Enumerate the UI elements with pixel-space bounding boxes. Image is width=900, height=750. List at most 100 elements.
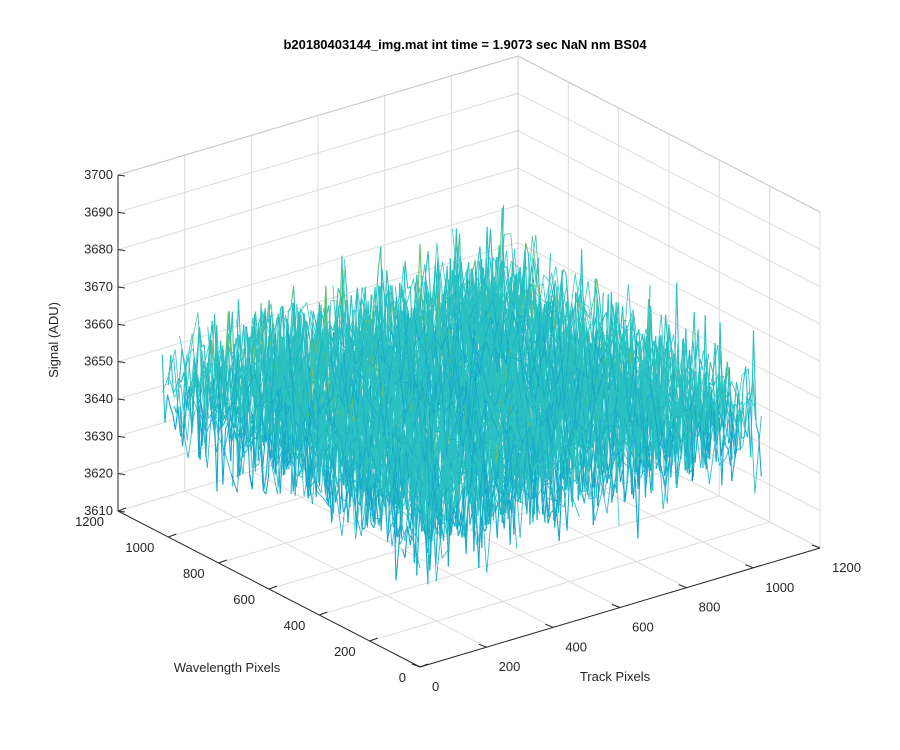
- surface-segment: [214, 396, 219, 433]
- surface-segment: [238, 376, 243, 413]
- surface-segment: [385, 406, 390, 421]
- surface-segment: [180, 371, 185, 383]
- surface-segment: [216, 324, 220, 371]
- surface-segment: [579, 332, 583, 384]
- surface-segment: [362, 527, 366, 530]
- surface-segment: [335, 370, 339, 398]
- surface-segment: [593, 278, 598, 313]
- surface-segment: [325, 473, 329, 506]
- surface-segment: [347, 486, 352, 523]
- surface-segment: [375, 270, 379, 308]
- surface-segment: [170, 355, 174, 394]
- surface-segment: [390, 300, 395, 324]
- surface-segment: [223, 417, 227, 425]
- surface-segment: [619, 306, 624, 340]
- surface-segment: [374, 437, 379, 525]
- surface-segment: [204, 362, 208, 404]
- surface-segment: [496, 282, 500, 299]
- surface-segment: [319, 451, 324, 475]
- surface-segment: [323, 432, 328, 456]
- surface-segment: [605, 355, 609, 423]
- surface-segment: [579, 322, 584, 331]
- surface-segment: [448, 325, 452, 368]
- surface-segment: [598, 295, 603, 325]
- surface-segment: [385, 294, 390, 346]
- surface-segment: [476, 246, 481, 266]
- surface-segment: [220, 350, 225, 393]
- surface-segment: [394, 476, 399, 500]
- surface-segment: [312, 311, 317, 324]
- surface-segment: [191, 357, 195, 431]
- surface-segment: [272, 415, 277, 436]
- surface-segment: [393, 491, 398, 509]
- surface-segment: [166, 394, 171, 407]
- surface-segment: [532, 258, 537, 283]
- surface-segment: [409, 453, 414, 461]
- surface-segment: [172, 387, 177, 394]
- surface-segment: [167, 355, 172, 386]
- surface-segment: [258, 368, 263, 401]
- grid-line: [117, 242, 519, 363]
- grid-line: [117, 204, 519, 325]
- surface-segment: [212, 373, 217, 391]
- surface-segment: [323, 339, 328, 351]
- grid-line: [117, 167, 519, 288]
- grid-line: [517, 130, 821, 288]
- surface-segment: [332, 393, 337, 419]
- surface-segment: [254, 311, 259, 341]
- surface-segment: [222, 428, 227, 485]
- surface-segment: [386, 270, 390, 296]
- surface-segment: [529, 286, 534, 316]
- surface-segment: [473, 287, 478, 304]
- surface-segment: [179, 406, 184, 447]
- surface-segment: [298, 468, 303, 476]
- grid-line: [517, 92, 821, 250]
- surface-segment: [211, 314, 216, 361]
- surface-segment: [339, 476, 344, 514]
- surface-segment: [475, 507, 480, 568]
- surface-segment: [290, 285, 295, 308]
- surface-segment: [530, 266, 535, 286]
- grid-line: [517, 204, 821, 362]
- surface-segment: [525, 242, 529, 254]
- surface-segment: [290, 302, 295, 345]
- surface-segment: [260, 449, 264, 491]
- surface-segment: [289, 302, 294, 340]
- surface-segment: [260, 443, 265, 490]
- surface-segment: [424, 251, 429, 276]
- surface-segment: [325, 452, 330, 469]
- surface-segment: [373, 358, 377, 375]
- grid-line: [517, 167, 821, 325]
- surface-segment: [595, 278, 600, 296]
- surface-segment: [351, 393, 355, 424]
- surface-segment: [255, 408, 260, 413]
- grid-line: [319, 495, 720, 616]
- surface-segment: [249, 326, 254, 409]
- surface-segment: [416, 244, 421, 310]
- surface-segment: [345, 437, 350, 492]
- surface-segment: [308, 434, 312, 463]
- surface-segment: [172, 414, 176, 430]
- surface-segment: [323, 337, 328, 360]
- surface-segment: [664, 367, 669, 383]
- surface-segment: [639, 359, 644, 382]
- surface-segment: [235, 337, 240, 367]
- surface-segment: [225, 312, 229, 358]
- surface-segment: [174, 407, 179, 430]
- surface-segment: [169, 406, 174, 415]
- surface-segment: [328, 466, 332, 469]
- surface-segment: [273, 366, 278, 404]
- surface-mesh: [161, 204, 762, 585]
- surface-segment: [667, 360, 671, 383]
- surface-segment: [214, 314, 218, 383]
- surface-segment: [301, 354, 306, 381]
- surface-segment: [202, 370, 207, 458]
- grid-line: [117, 130, 519, 251]
- surface-segment: [329, 433, 334, 447]
- surface-segment: [237, 299, 242, 354]
- surface-segment: [359, 322, 364, 347]
- surface-segment: [211, 321, 216, 376]
- surface-segment: [562, 269, 567, 274]
- surface-segment: [478, 258, 483, 300]
- surface-segment: [456, 272, 461, 299]
